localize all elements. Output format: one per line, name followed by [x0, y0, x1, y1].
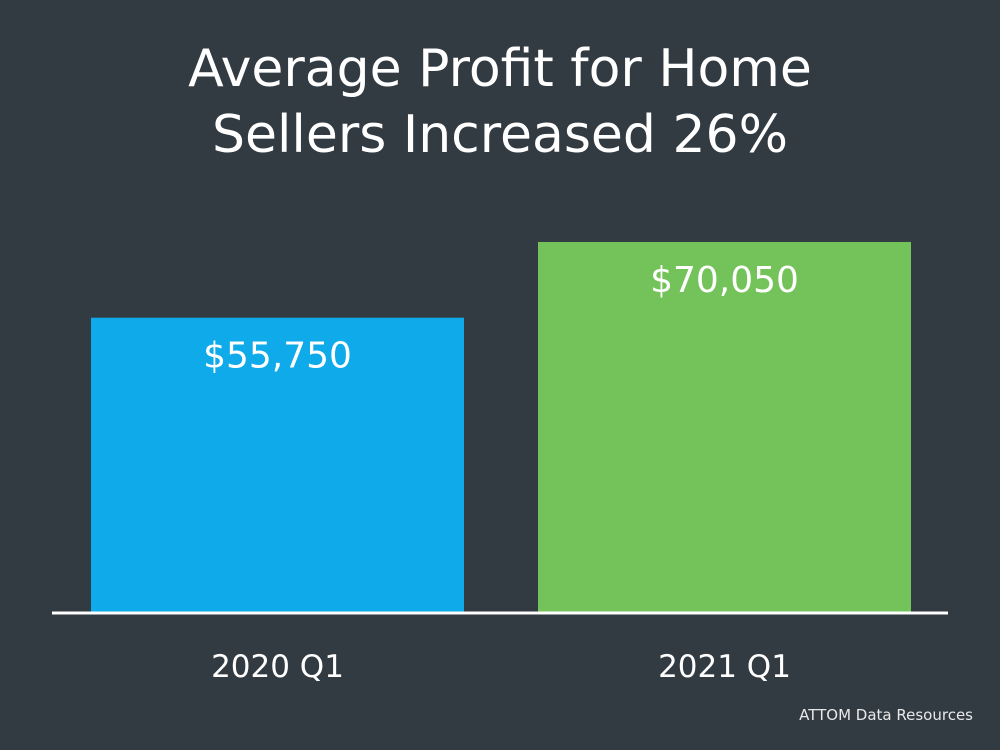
data-label: $55,750 [203, 336, 352, 377]
category-label: 2020 Q1 [211, 649, 344, 685]
chart-title-line-2: Sellers Increased 26% [211, 105, 789, 165]
bar-group [91, 241, 911, 613]
chart-title: Average Profit for Home Sellers Increase… [0, 36, 1000, 168]
bar-2020-q1 [91, 317, 464, 613]
label-group: $55,750 2020 Q1 $70,050 2021 Q1 [203, 260, 799, 685]
bar-2021-q1 [538, 241, 911, 613]
source-credit: ATTOM Data Resources [799, 706, 973, 724]
category-label: 2021 Q1 [658, 649, 791, 685]
chart-title-line-1: Average Profit for Home [188, 39, 812, 99]
data-label: $70,050 [650, 260, 799, 301]
